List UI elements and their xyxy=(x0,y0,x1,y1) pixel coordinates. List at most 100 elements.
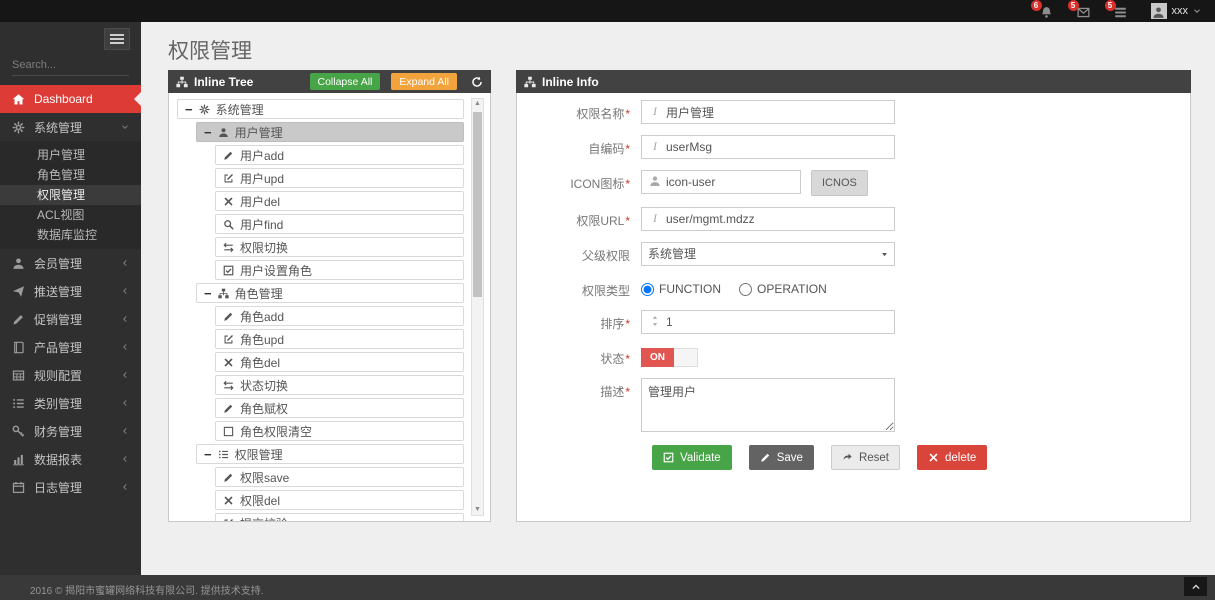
expand-all-button[interactable]: Expand All xyxy=(391,73,457,90)
notification-tasks[interactable]: 5 xyxy=(1104,0,1129,19)
collapse-all-button[interactable]: Collapse All xyxy=(309,73,381,90)
inline-info-form: 权限名称* I 自编码* I ICON图标* ICNOS xyxy=(516,93,1191,522)
chevron-left-icon xyxy=(121,259,129,267)
pencil-icon xyxy=(223,403,234,414)
tree-node[interactable]: 权限del xyxy=(215,490,464,510)
user-menu[interactable]: xxx xyxy=(1150,3,1202,19)
status-toggle[interactable]: ON xyxy=(641,348,698,367)
tree-node[interactable]: 用户upd xyxy=(215,168,464,188)
tree-node-label: 用户find xyxy=(240,217,284,232)
tree-scrollbar[interactable]: ▲ ▼ xyxy=(471,98,484,516)
sidebar-item-member-mgmt[interactable]: 会员管理 xyxy=(0,249,141,277)
scroll-to-top-button[interactable] xyxy=(1184,577,1207,596)
tree-node[interactable]: − 角色管理 xyxy=(196,283,464,303)
field-label: 权限URL* xyxy=(576,214,630,228)
reset-button[interactable]: Reset xyxy=(830,445,900,470)
scroll-up-arrow-icon[interactable]: ▲ xyxy=(474,100,481,107)
tree-node[interactable]: − 权限管理 xyxy=(196,444,464,464)
panel-title: Inline Info xyxy=(542,74,599,89)
collapse-toggle[interactable]: − xyxy=(204,285,212,301)
search-input[interactable] xyxy=(12,55,141,75)
collapse-toggle[interactable]: − xyxy=(204,446,212,462)
sidebar-item-permission-mgmt[interactable]: 权限管理 xyxy=(0,185,141,205)
tree-node-label: 状态切换 xyxy=(240,378,289,393)
radio-operation[interactable] xyxy=(739,282,752,296)
sidebar-item-promo-mgmt[interactable]: 促销管理 xyxy=(0,305,141,333)
toggle-on-label: ON xyxy=(641,348,674,367)
edit-icon xyxy=(223,334,234,345)
sidebar-item-rule-config[interactable]: 规则配置 xyxy=(0,361,141,389)
refresh-icon[interactable] xyxy=(471,76,483,88)
sidebar-item-category-mgmt[interactable]: 类别管理 xyxy=(0,389,141,417)
sidebar-item-db-monitor[interactable]: 数据库监控 xyxy=(37,228,98,242)
type-radio-function[interactable]: FUNCTION xyxy=(641,282,721,296)
copyright-text: 2016 © 揭阳市蜜罐网络科技有限公司. 提供技术支持. xyxy=(30,586,264,597)
topbar-right: 6 5 5 xxx xyxy=(1030,0,1202,22)
sidebar-toggle-button[interactable] xyxy=(104,28,130,50)
icnos-button[interactable]: ICNOS xyxy=(811,170,868,196)
sort-input[interactable] xyxy=(641,310,895,334)
tree-node[interactable]: 角色add xyxy=(215,306,464,326)
notification-badge: 6 xyxy=(1030,0,1042,11)
parent-permission-select[interactable]: 系统管理 xyxy=(641,242,895,266)
sidebar-item-system[interactable]: 系统管理 xyxy=(0,113,141,141)
sidebar-item-log-mgmt[interactable]: 日志管理 xyxy=(0,473,141,501)
tree-node[interactable]: 用户设置角色 xyxy=(215,260,464,280)
sidebar-item-acl-view[interactable]: ACL视图 xyxy=(37,208,85,222)
tree-node[interactable]: 角色权限清空 xyxy=(215,421,464,441)
radio-function[interactable] xyxy=(641,282,654,296)
sidebar-item-label: 类别管理 xyxy=(34,396,83,411)
tree-node[interactable]: 用户del xyxy=(215,191,464,211)
type-radio-operation[interactable]: OPERATION xyxy=(739,282,827,296)
scrollbar-thumb[interactable] xyxy=(473,112,482,297)
tree-node[interactable]: 用户add xyxy=(215,145,464,165)
icon-input[interactable] xyxy=(641,170,801,194)
notification-bell[interactable]: 6 xyxy=(1030,0,1055,19)
sidebar-item-label: 会员管理 xyxy=(34,256,83,271)
tree-node[interactable]: 提交校验 xyxy=(215,513,464,521)
tree-node[interactable]: 权限切换 xyxy=(215,237,464,257)
field-label: 排序* xyxy=(600,317,630,331)
page-title: 权限管理 xyxy=(168,40,252,63)
description-textarea[interactable]: 管理用户 xyxy=(641,378,895,432)
table-icon xyxy=(12,369,25,382)
sidebar-item-push-mgmt[interactable]: 推送管理 xyxy=(0,277,141,305)
book-icon xyxy=(12,341,25,354)
sidebar-item-dashboard[interactable]: Dashboard xyxy=(0,85,141,113)
x-icon xyxy=(223,196,234,207)
tree-node[interactable]: 角色upd xyxy=(215,329,464,349)
tree-node[interactable]: 角色赋权 xyxy=(215,398,464,418)
url-input[interactable] xyxy=(641,207,895,231)
delete-button[interactable]: delete xyxy=(916,445,988,470)
tree-node[interactable]: − 系统管理 xyxy=(177,99,464,119)
sidebar: Dashboard 系统管理 用户管理 角色管理 权限管理 ACL视图 数据库监… xyxy=(0,22,141,575)
chevron-left-icon xyxy=(121,371,129,379)
tree-node[interactable]: 权限save xyxy=(215,467,464,487)
tree-node[interactable]: 角色del xyxy=(215,352,464,372)
sidebar-item-data-report[interactable]: 数据报表 xyxy=(0,445,141,473)
validate-button[interactable]: Validate xyxy=(652,445,732,470)
collapse-toggle[interactable]: − xyxy=(185,101,193,117)
scroll-down-arrow-icon[interactable]: ▼ xyxy=(474,506,481,513)
chevron-up-icon xyxy=(1191,582,1201,592)
sidebar-item-finance-mgmt[interactable]: 财务管理 xyxy=(0,417,141,445)
save-button[interactable]: Save xyxy=(748,445,814,470)
notification-messages[interactable]: 5 xyxy=(1067,0,1092,19)
search-icon xyxy=(223,219,234,230)
sidebar-item-role-mgmt[interactable]: 角色管理 xyxy=(37,168,86,182)
sidebar-item-label: 规则配置 xyxy=(34,368,83,383)
inline-info-panel: Inline Info 权限名称* I 自编码* I ICON图标* xyxy=(516,70,1191,522)
key-icon xyxy=(12,425,25,438)
tree-node-label: 权限del xyxy=(240,493,281,508)
sidebar-item-user-mgmt[interactable]: 用户管理 xyxy=(37,148,86,162)
toggle-track xyxy=(674,348,698,367)
chevron-left-icon xyxy=(121,287,129,295)
sidebar-item-label: 促销管理 xyxy=(34,312,83,327)
tree-node[interactable]: 状态切换 xyxy=(215,375,464,395)
sidebar-item-product-mgmt[interactable]: 产品管理 xyxy=(0,333,141,361)
tree-node[interactable]: 用户find xyxy=(215,214,464,234)
code-input[interactable] xyxy=(641,135,895,159)
tree-node[interactable]: − 用户管理 xyxy=(196,122,464,142)
collapse-toggle[interactable]: − xyxy=(204,124,212,140)
permission-name-input[interactable] xyxy=(641,100,895,124)
